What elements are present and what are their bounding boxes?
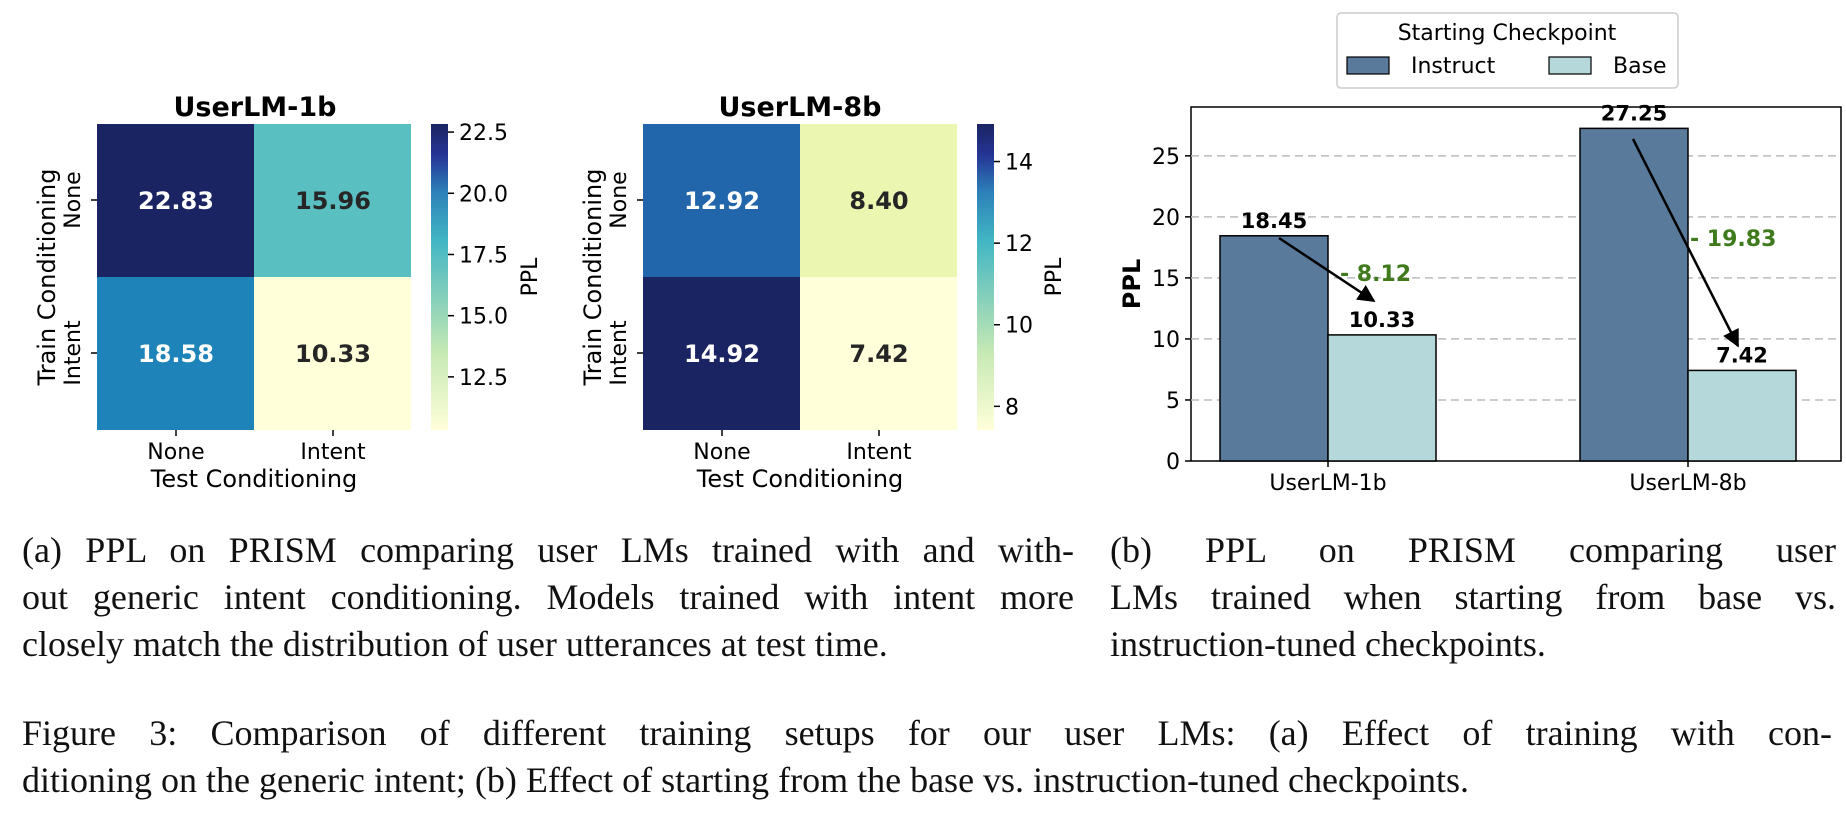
bar-value-label: 7.42 (1716, 343, 1768, 367)
colorbar-1-tick-label: 22.5 (459, 121, 508, 146)
heatmap-2-cell-intent-none (643, 277, 800, 430)
heatmap-1-cell-none-none (97, 124, 254, 277)
heatmap-2-ytick-none: None (607, 171, 632, 228)
bar-ytick-label: 0 (1166, 450, 1180, 475)
legend-swatch-instruct (1346, 56, 1390, 75)
colorbar-2-tick-label: 14 (1005, 151, 1033, 176)
heatmap-userlm-1b: UserLM-1b 22.83 15.96 18.58 10.33 None I… (33, 92, 543, 493)
heatmap-1-colorbar-label: PPL (518, 257, 543, 297)
caption-b: (b) PPL on PRISM comparing user LMs trai… (1110, 527, 1836, 668)
heatmap-1-colorbar (431, 124, 448, 430)
heatmap-1-value-none-intent: 15.96 (295, 187, 371, 215)
bar-instruct-userlm-1b (1219, 235, 1329, 462)
heatmap-1-value-none-none: 22.83 (138, 187, 214, 215)
heatmap-2-value-intent-intent: 7.42 (849, 340, 908, 368)
heatmap-1-xtick-none: None (147, 440, 204, 465)
bar-ytick-label: 20 (1152, 206, 1180, 231)
heatmap-1-ytick-none: None (61, 171, 86, 228)
bar-chart-starting-checkpoint: Starting Checkpoint Instruct Base 0 5 10 15… (1118, 12, 1842, 496)
bar-value-label: 27.25 (1601, 101, 1667, 125)
heatmap-2-xtick-none: None (693, 440, 750, 465)
heatmap-1-value-intent-intent: 10.33 (295, 340, 371, 368)
legend-box (1336, 12, 1679, 89)
heatmap-1-xlabel: Test Conditioning (150, 465, 358, 493)
heatmap-1-xtick-intent: Intent (300, 440, 366, 465)
heatmap-2-xlabel: Test Conditioning (696, 465, 904, 493)
bar-base-userlm-8b (1687, 369, 1797, 462)
heatmap-1-value-intent-none: 18.58 (138, 340, 214, 368)
heatmap-2-xtick-intent: Intent (846, 440, 912, 465)
arrow-userlm-1b (1278, 236, 1376, 303)
colorbar-2-tick-label: 10 (1005, 314, 1033, 339)
figure-caption-line-2: ditioning on the generic intent; (b) Eff… (22, 760, 1469, 800)
bar-ylabel: PPL (1118, 259, 1146, 309)
heatmap-2-value-none-none: 12.92 (684, 187, 760, 215)
caption-a-line-3: closely match the distribution of user u… (22, 624, 888, 664)
diff-annotation-userlm-1b: - 8.12 (1340, 262, 1411, 287)
bar-plot-area (1190, 106, 1842, 462)
bar-ytick-label: 15 (1152, 267, 1180, 292)
heatmap-userlm-8b: UserLM-8b 12.92 8.40 14.92 7.42 None Int… (579, 92, 1067, 493)
bar-ytick-label: 5 (1166, 389, 1180, 414)
caption-b-line-1: (b) PPL on PRISM comparing user (1110, 530, 1836, 570)
heatmap-1-cell-intent-intent (254, 277, 411, 430)
caption-a-line-1: (a) PPL on PRISM comparing user LMs trai… (22, 530, 1074, 570)
caption-a-line-2: out generic intent conditioning. Models … (22, 577, 1074, 617)
heatmap-2-value-none-intent: 8.40 (849, 187, 908, 215)
heatmap-2-ylabel: Train Conditioning (579, 169, 607, 387)
heatmap-2-colorbar-label: PPL (1042, 257, 1067, 297)
legend-label-instruct: Instruct (1411, 54, 1496, 79)
diff-annotation-userlm-8b: - 19.83 (1690, 227, 1776, 252)
bar-xtick-label: UserLM-1b (1269, 471, 1386, 496)
heatmap-2-ytick-intent: Intent (607, 320, 632, 386)
heatmap-1-ytick-intent: Intent (61, 320, 86, 386)
figure-caption-line-1: Figure 3: Comparison of different traini… (22, 713, 1832, 753)
bar-instruct-userlm-8b (1579, 127, 1689, 462)
heatmap-2-colorbar (977, 124, 994, 430)
bar-xtick-label: UserLM-8b (1629, 471, 1746, 496)
bar-ytick-label: 25 (1152, 145, 1180, 170)
heatmap-1-ylabel: Train Conditioning (33, 169, 61, 387)
figure-caption: Figure 3: Comparison of different traini… (22, 710, 1832, 804)
caption-b-line-2: LMs trained when starting from base vs. (1110, 577, 1836, 617)
colorbar-1-tick-label: 20.0 (459, 182, 508, 207)
bar-value-label: 18.45 (1241, 209, 1307, 233)
arrow-userlm-8b (1631, 138, 1740, 348)
bar-base-userlm-1b (1327, 334, 1437, 462)
caption-a: (a) PPL on PRISM comparing user LMs trai… (22, 527, 1074, 668)
legend-swatch-base (1548, 56, 1592, 75)
heatmap-2-cell-intent-intent (800, 277, 957, 430)
heatmap-1-title: UserLM-1b (173, 92, 336, 123)
bar-ytick-label: 10 (1152, 328, 1180, 353)
heatmap-1-cell-intent-none (97, 277, 254, 430)
heatmap-2-cell-none-none (643, 124, 800, 277)
bar-value-label: 10.33 (1349, 308, 1415, 332)
heatmap-1-cell-none-intent (254, 124, 411, 277)
colorbar-1-tick-label: 15.0 (459, 305, 508, 330)
colorbar-1-tick-label: 17.5 (459, 243, 508, 268)
heatmap-2-title: UserLM-8b (718, 92, 881, 123)
colorbar-2-tick-label: 8 (1005, 395, 1019, 420)
heatmap-2-cell-none-intent (800, 124, 957, 277)
colorbar-2-tick-label: 12 (1005, 232, 1033, 257)
legend-label-base: Base (1613, 54, 1667, 79)
heatmap-2-value-intent-none: 14.92 (684, 340, 760, 368)
legend-title: Starting Checkpoint (1398, 21, 1617, 46)
caption-b-line-3: instruction-tuned checkpoints. (1110, 624, 1546, 664)
colorbar-1-tick-label: 12.5 (459, 366, 508, 391)
